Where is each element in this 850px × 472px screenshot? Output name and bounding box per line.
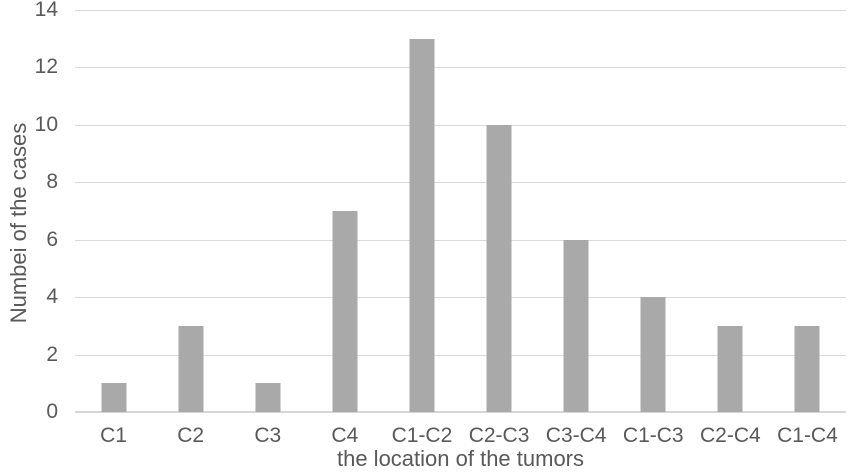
x-tick-label-C4: C4 — [331, 424, 359, 447]
gridline-y-14 — [75, 10, 846, 11]
bar-C1-C4 — [794, 325, 820, 412]
bar-C2-C4 — [717, 325, 743, 412]
gridline-y-6 — [75, 239, 846, 241]
y-tick-label-2: 2 — [46, 342, 58, 366]
y-tick-label-4: 4 — [46, 285, 58, 309]
bar-C1-C2 — [409, 38, 435, 412]
x-axis-tick-labels: C1 C2 C3 C4 C1-C2 C2-C3 C3-C4 C1-C3 C2-C4 C1-C4 — [75, 424, 846, 447]
x-tick-label-C3-C4: C3-C4 — [545, 424, 607, 447]
x-tick-label-C1-C2: C1-C2 — [391, 424, 453, 447]
bar-C4 — [332, 211, 358, 412]
gridline-y-2 — [75, 354, 846, 356]
x-axis-title: the location of the tumors — [336, 446, 585, 471]
y-tick-label-10: 10 — [34, 112, 58, 136]
y-tick-label-6: 6 — [46, 227, 58, 251]
y-tick-label-8: 8 — [46, 170, 58, 194]
x-tick-label-C2-C3: C2-C3 — [468, 424, 530, 447]
bar-C2 — [178, 325, 204, 412]
y-axis-tick-labels: 0 2 4 6 8 10 12 14 — [0, 0, 58, 423]
gridline-y-12 — [75, 67, 846, 69]
bar-C3 — [255, 383, 281, 412]
y-tick-label-14: 14 — [34, 0, 58, 21]
bar-C1 — [101, 383, 127, 412]
x-axis-line — [75, 411, 846, 413]
gridline-y-4 — [75, 297, 846, 299]
gridline-y-8 — [75, 182, 846, 184]
gridline-y-10 — [75, 124, 846, 126]
bar-C1-C3 — [640, 297, 666, 412]
y-tick-label-12: 12 — [34, 55, 58, 79]
x-tick-label-C2-C4: C2-C4 — [700, 424, 761, 447]
x-tick-label-C3: C3 — [254, 424, 282, 447]
x-tick-label-C2: C2 — [177, 424, 205, 447]
x-tick-label-C1: C1 — [100, 424, 127, 447]
y-tick-label-0: 0 — [46, 400, 58, 423]
plot-area — [75, 10, 846, 413]
x-tick-label-C1-C4: C1-C4 — [777, 424, 838, 447]
bar-C2-C3 — [486, 124, 512, 412]
bar-C3-C4 — [563, 239, 589, 412]
x-tick-label-C1-C3: C1-C3 — [622, 424, 684, 447]
